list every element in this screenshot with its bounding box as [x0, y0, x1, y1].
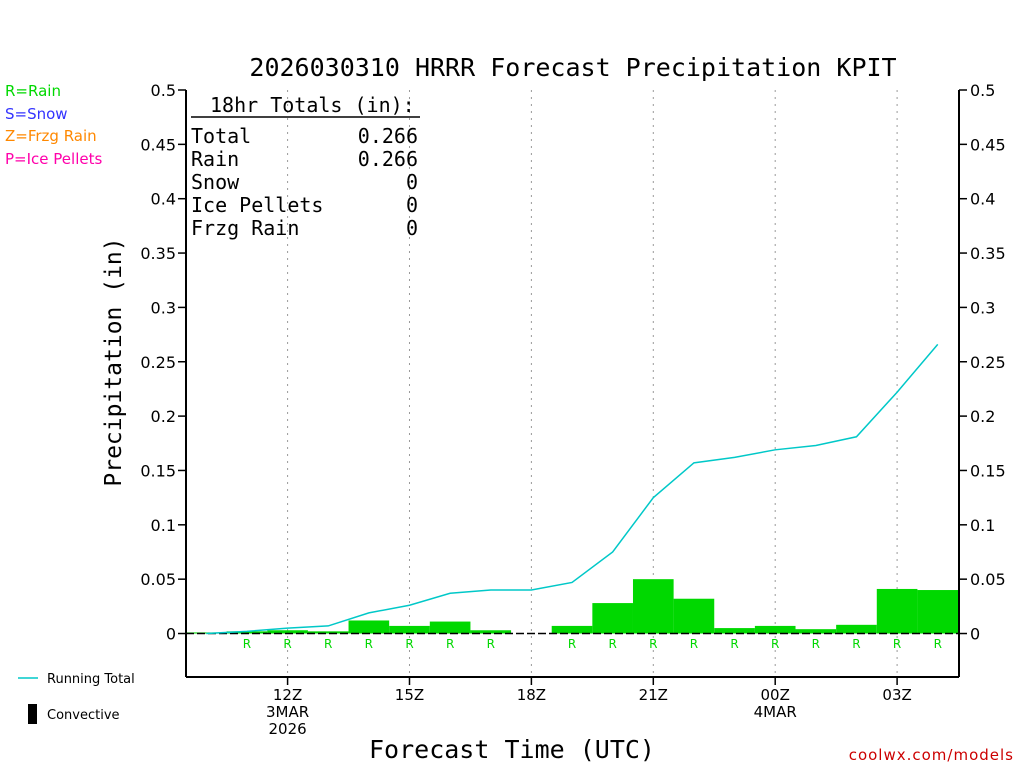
- precip-type-marker: R: [324, 637, 332, 651]
- precip-type-marker: R: [243, 637, 251, 651]
- y-tick-label-left: 0.45: [140, 135, 176, 154]
- x-tick-label: 2026: [268, 720, 306, 738]
- precip-bar: [307, 631, 349, 634]
- precip-type-marker: R: [487, 637, 495, 651]
- totals-row-value: 0: [406, 170, 418, 194]
- y-axis-label: Precipitation (in): [101, 237, 127, 486]
- y-tick-label-left: 0.15: [140, 461, 176, 480]
- precip-bar: [592, 603, 633, 634]
- precip-bar: [226, 631, 268, 634]
- precip-type-marker: R: [649, 637, 657, 651]
- totals-row-label: Snow: [191, 170, 240, 194]
- precip-type-marker: R: [405, 637, 413, 651]
- y-tick-label-left: 0.05: [140, 570, 176, 589]
- precip-type-marker: R: [852, 637, 860, 651]
- y-tick-label-right: 0.5: [970, 81, 995, 100]
- precip-bar: [470, 630, 512, 634]
- y-tick-label-left: 0.4: [151, 190, 176, 209]
- precip-bar: [876, 588, 918, 634]
- precip-type-key-item: S=Snow: [5, 104, 68, 123]
- y-tick-label-left: 0.35: [140, 244, 176, 263]
- y-tick-label-left: 0.25: [140, 353, 176, 372]
- x-tick-label: 03Z: [882, 686, 911, 704]
- precip-bar: [551, 625, 593, 634]
- totals-row-value: 0: [406, 193, 418, 217]
- y-tick-label-right: 0.4: [970, 190, 995, 209]
- legend: Running Total Convective: [18, 672, 135, 724]
- x-tick-label: 12Z: [273, 686, 302, 704]
- y-tick-label-right: 0.1: [970, 516, 995, 535]
- precip-bar: [389, 625, 430, 634]
- precip-type-marker: R: [812, 637, 820, 651]
- precip-bar: [795, 629, 837, 634]
- precip-type-marker: R: [365, 637, 373, 651]
- totals-row-label: Rain: [191, 147, 239, 171]
- x-tick-label: 18Z: [517, 686, 546, 704]
- axes: [185, 90, 960, 678]
- grid-lines: [287, 90, 898, 677]
- precip-type-marker: R: [893, 637, 901, 651]
- x-tick-label: 15Z: [395, 686, 424, 704]
- totals-row-label: Total: [191, 124, 251, 148]
- y-tick-label-right: 0.35: [970, 244, 1006, 263]
- bars-layer: [186, 579, 959, 635]
- precip-type-marker: R: [690, 637, 698, 651]
- precip-type-marker: R: [608, 637, 616, 651]
- precip-bar: [714, 628, 755, 634]
- running-total-layer: [206, 343, 939, 635]
- y-tick-label-left: 0: [166, 625, 176, 644]
- running-total-line: [206, 343, 939, 635]
- y-tick-label-right: 0.15: [970, 461, 1006, 480]
- precip-type-key-item: Z=Frzg Rain: [5, 127, 97, 145]
- precip-type-marker: R: [730, 637, 738, 651]
- convective-legend-label: Convective: [47, 708, 120, 723]
- convective-swatch: [28, 704, 37, 724]
- precip-type-key-item: R=Rain: [5, 82, 61, 100]
- totals-header: 18hr Totals (in):: [210, 93, 415, 117]
- y-tick-label-left: 0.2: [151, 407, 176, 426]
- y-ticks: 0 00.05 0.050.1 0.10.15 0.150.2 0.20.25 0.250.…: [140, 81, 1005, 644]
- precip-bar: [632, 579, 674, 634]
- y-tick-label-right: 0.2: [970, 407, 995, 426]
- precip-bar: [673, 598, 715, 634]
- x-axis-label: Forecast Time (UTC): [369, 735, 655, 764]
- credit-text: coolwx.com/models: [848, 746, 1014, 764]
- precip-type-marker: R: [771, 637, 779, 651]
- y-tick-label-right: 0.05: [970, 570, 1006, 589]
- chart-title: 2026030310 HRRR Forecast Precipitation K…: [249, 53, 896, 82]
- totals-row-value: 0.266: [358, 124, 418, 148]
- x-tick-label: 3MAR: [266, 703, 309, 721]
- precip-bar: [348, 620, 390, 634]
- x-tick-label: 21Z: [639, 686, 668, 704]
- running-total-legend-label: Running Total: [47, 672, 135, 687]
- totals-box: 18hr Totals (in): Total 0.266 Rain 0.266 Snow…: [191, 93, 420, 240]
- precip-bar: [836, 624, 877, 634]
- precip-type-marker: R: [283, 637, 291, 651]
- x-tick-label: 00Z: [761, 686, 790, 704]
- y-tick-label-right: 0: [970, 625, 980, 644]
- totals-row-label: Frzg Rain: [191, 216, 299, 240]
- y-tick-label-left: 0.5: [151, 81, 176, 100]
- y-tick-label-right: 0.45: [970, 135, 1006, 154]
- y-tick-label-right: 0.25: [970, 353, 1006, 372]
- precip-type-marker: R: [568, 637, 576, 651]
- totals-row-value: 0.266: [358, 147, 418, 171]
- precip-type-key-item: P=Ice Pellets: [5, 149, 103, 168]
- x-tick-label: 4MAR: [754, 703, 797, 721]
- y-tick-label-left: 0.3: [151, 298, 176, 317]
- y-tick-label-left: 0.1: [151, 516, 176, 535]
- precip-bar: [429, 621, 471, 634]
- precip-type-marker: R: [934, 637, 942, 651]
- totals-row-label: Ice Pellets: [191, 193, 323, 217]
- precip-type-marker: R: [446, 637, 454, 651]
- precip-bar: [267, 630, 308, 634]
- precip-bar: [754, 625, 796, 634]
- y-tick-label-right: 0.3: [970, 298, 995, 317]
- precip-bar: [917, 590, 959, 634]
- totals-row-value: 0: [406, 216, 418, 240]
